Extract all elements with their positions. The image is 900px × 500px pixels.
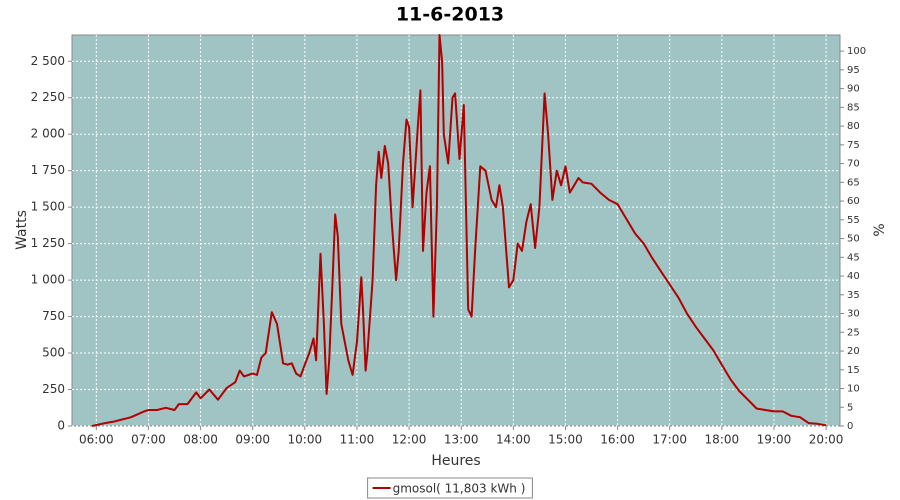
y2-tick-label: 95 [847, 65, 860, 76]
x-tick-label: 09:00 [235, 433, 270, 447]
x-tick-label: 08:00 [183, 433, 218, 447]
y-tick-label: 250 [42, 382, 65, 396]
x-tick-label: 14:00 [496, 433, 531, 447]
y2-tick-label: 0 [847, 421, 853, 432]
y2-tick-label: 25 [847, 327, 860, 338]
legend: gmosol( 11,803 kWh ) [367, 477, 533, 499]
y2-tick-label: 50 [847, 234, 860, 245]
y-tick-label: 1 500 [31, 200, 65, 214]
y2-tick-label: 80 [847, 121, 860, 132]
x-axis-label: Heures [431, 453, 480, 469]
x-tick-label: 20:00 [809, 433, 844, 447]
y2-tick-label: 60 [847, 196, 860, 207]
x-tick-label: 12:00 [392, 433, 427, 447]
y-axis-label: Watts [14, 210, 30, 250]
y2-tick-label: 75 [847, 140, 860, 151]
x-tick-label: 10:00 [288, 433, 323, 447]
y-tick-label: 2 000 [31, 127, 65, 141]
y2-tick-label: 65 [847, 177, 860, 188]
x-tick-label: 15:00 [548, 433, 583, 447]
x-tick-label: 19:00 [757, 433, 792, 447]
y-tick-label: 500 [42, 346, 65, 360]
x-tick-label: 06:00 [79, 433, 114, 447]
y2-tick-label: 55 [847, 215, 860, 226]
chart-title: 11-6-2013 [396, 4, 504, 26]
y2-tick-label: 40 [847, 271, 860, 282]
y2-tick-label: 20 [847, 346, 860, 357]
legend-box [367, 477, 533, 499]
x-tick-label: 13:00 [444, 433, 479, 447]
y-tick-label: 2 250 [31, 90, 65, 104]
x-tick-label: 16:00 [600, 433, 635, 447]
y-tick-label: 1 750 [31, 163, 65, 177]
y2-tick-label: 5 [847, 402, 853, 413]
x-tick-label: 07:00 [131, 433, 166, 447]
x-tick-label: 17:00 [652, 433, 687, 447]
x-tick-label: 18:00 [705, 433, 740, 447]
y2-axis-label: % [872, 223, 888, 236]
y2-tick-label: 85 [847, 102, 860, 113]
y-tick-label: 1 000 [31, 273, 65, 287]
legend-label: gmosol( 11,803 kWh ) [393, 482, 526, 496]
y2-tick-label: 35 [847, 290, 860, 301]
x-tick-label: 11:00 [340, 433, 375, 447]
y2-tick-label: 100 [847, 46, 866, 57]
y2-tick-label: 30 [847, 309, 860, 320]
y2-tick-label: 90 [847, 84, 860, 95]
y-tick-label: 750 [42, 309, 65, 323]
y2-tick-label: 45 [847, 252, 860, 263]
y2-tick-label: 10 [847, 384, 860, 395]
y2-tick-label: 15 [847, 365, 860, 376]
y-tick-label: 2 500 [31, 54, 65, 68]
line-series [91, 34, 827, 427]
y-tick-label: 0 [57, 419, 65, 433]
y2-tick-label: 70 [847, 159, 860, 170]
y-tick-label: 1 250 [31, 236, 65, 250]
